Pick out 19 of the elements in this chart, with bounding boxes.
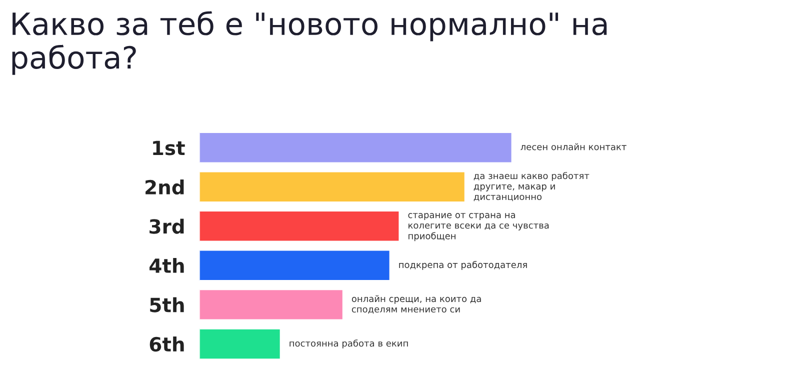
bar [199,170,466,203]
annotation: подкрепа от работодателя [399,260,527,270]
annotation: старание от страна на колегите всеки да се чувства приобщен [408,213,549,242]
annotation: да знаеш какво работят другите, макар и дистанционно [474,172,590,202]
annotation: лесен онлайн контакт [520,143,626,150]
y-tick-label: 6th [150,336,184,352]
bar [199,249,391,282]
bar [199,210,400,242]
annotation: постоянна работа в екип [290,340,408,348]
annotation: онлайн срещи, на които да споделям мнението си [352,295,481,314]
bar [199,288,344,321]
y-tick-label: 1st [153,140,185,156]
y-tick-label: 4th [150,258,184,273]
bar [199,328,282,360]
chart-title: Какво за теб е "новото нормално" на работа? [12,11,607,75]
y-tick-label: 2nd [146,180,184,195]
bar [199,132,512,164]
y-tick-label: 5th [150,297,184,312]
y-tick-label: 3rd [150,218,184,234]
